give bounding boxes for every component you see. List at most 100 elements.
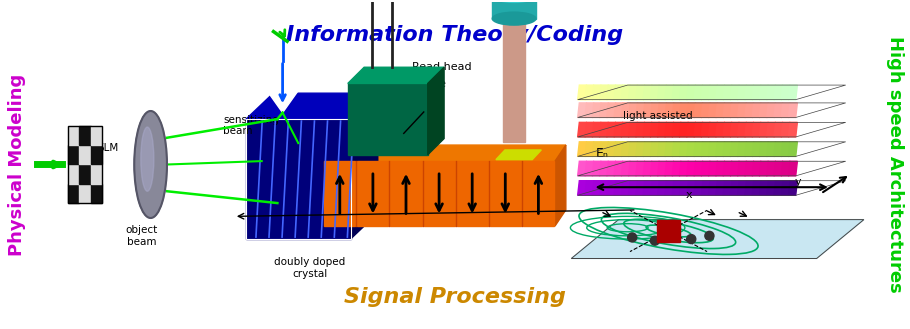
Polygon shape xyxy=(672,122,681,137)
Polygon shape xyxy=(578,181,587,195)
Polygon shape xyxy=(643,103,652,117)
Polygon shape xyxy=(622,85,631,100)
Bar xyxy=(246,119,350,239)
Polygon shape xyxy=(614,103,623,117)
Polygon shape xyxy=(781,181,790,195)
Polygon shape xyxy=(636,85,645,100)
Polygon shape xyxy=(709,181,717,195)
Polygon shape xyxy=(788,103,797,117)
Polygon shape xyxy=(753,85,761,100)
Bar xyxy=(68,184,79,203)
Polygon shape xyxy=(578,122,587,137)
Polygon shape xyxy=(585,85,594,100)
Ellipse shape xyxy=(492,12,536,25)
Polygon shape xyxy=(607,85,616,100)
Bar xyxy=(68,126,79,145)
Text: Eₙ: Eₙ xyxy=(596,147,609,160)
Text: light assisted: light assisted xyxy=(623,111,693,121)
Polygon shape xyxy=(716,161,724,176)
Polygon shape xyxy=(738,161,746,176)
Polygon shape xyxy=(578,103,587,117)
Polygon shape xyxy=(658,85,666,100)
Bar xyxy=(657,220,680,242)
Polygon shape xyxy=(702,85,710,100)
Polygon shape xyxy=(709,85,717,100)
Bar xyxy=(68,164,79,184)
Polygon shape xyxy=(694,161,703,176)
Polygon shape xyxy=(643,161,652,176)
Polygon shape xyxy=(716,181,724,195)
Polygon shape xyxy=(753,181,761,195)
Polygon shape xyxy=(578,142,587,156)
Polygon shape xyxy=(592,85,602,100)
Polygon shape xyxy=(592,122,602,137)
Polygon shape xyxy=(723,142,732,156)
Polygon shape xyxy=(716,122,724,137)
Ellipse shape xyxy=(135,111,167,218)
Bar xyxy=(79,145,91,164)
Polygon shape xyxy=(731,122,739,137)
Polygon shape xyxy=(585,103,594,117)
Polygon shape xyxy=(622,161,631,176)
Polygon shape xyxy=(687,181,695,195)
Polygon shape xyxy=(600,142,609,156)
Bar xyxy=(91,164,103,184)
Polygon shape xyxy=(665,103,673,117)
Polygon shape xyxy=(350,93,378,239)
Polygon shape xyxy=(702,142,710,156)
Polygon shape xyxy=(600,161,609,176)
Polygon shape xyxy=(651,103,659,117)
Polygon shape xyxy=(629,142,638,156)
Polygon shape xyxy=(766,122,775,137)
Polygon shape xyxy=(759,161,768,176)
Polygon shape xyxy=(781,161,790,176)
Bar xyxy=(390,161,421,226)
Polygon shape xyxy=(651,122,659,137)
Polygon shape xyxy=(629,103,638,117)
Polygon shape xyxy=(738,142,746,156)
Polygon shape xyxy=(585,142,594,156)
Polygon shape xyxy=(731,161,739,176)
Polygon shape xyxy=(665,142,673,156)
Polygon shape xyxy=(348,84,428,155)
Polygon shape xyxy=(680,85,688,100)
Polygon shape xyxy=(614,181,623,195)
Polygon shape xyxy=(723,161,732,176)
Polygon shape xyxy=(680,142,688,156)
Polygon shape xyxy=(600,181,609,195)
Polygon shape xyxy=(607,122,616,137)
Polygon shape xyxy=(753,161,761,176)
Polygon shape xyxy=(709,122,717,137)
Polygon shape xyxy=(592,161,602,176)
Polygon shape xyxy=(716,85,724,100)
Polygon shape xyxy=(753,142,761,156)
Polygon shape xyxy=(629,122,638,137)
Polygon shape xyxy=(246,119,350,239)
Polygon shape xyxy=(672,181,681,195)
Polygon shape xyxy=(745,103,753,117)
Polygon shape xyxy=(680,122,688,137)
Polygon shape xyxy=(694,85,703,100)
Text: SLM: SLM xyxy=(97,143,118,153)
Polygon shape xyxy=(766,103,775,117)
Text: doubly doped
crystal: doubly doped crystal xyxy=(274,257,345,279)
Polygon shape xyxy=(651,161,659,176)
Polygon shape xyxy=(759,85,768,100)
Polygon shape xyxy=(694,181,703,195)
Bar xyxy=(91,184,103,203)
Polygon shape xyxy=(759,103,768,117)
Polygon shape xyxy=(702,122,710,137)
Polygon shape xyxy=(694,142,703,156)
Polygon shape xyxy=(614,85,623,100)
Polygon shape xyxy=(255,35,310,113)
Polygon shape xyxy=(672,161,681,176)
Polygon shape xyxy=(687,122,695,137)
Polygon shape xyxy=(694,103,703,117)
Bar xyxy=(91,126,103,145)
Polygon shape xyxy=(651,181,659,195)
Bar xyxy=(490,161,521,226)
Polygon shape xyxy=(788,142,797,156)
Polygon shape xyxy=(607,181,616,195)
Polygon shape xyxy=(781,142,790,156)
Polygon shape xyxy=(496,150,541,160)
